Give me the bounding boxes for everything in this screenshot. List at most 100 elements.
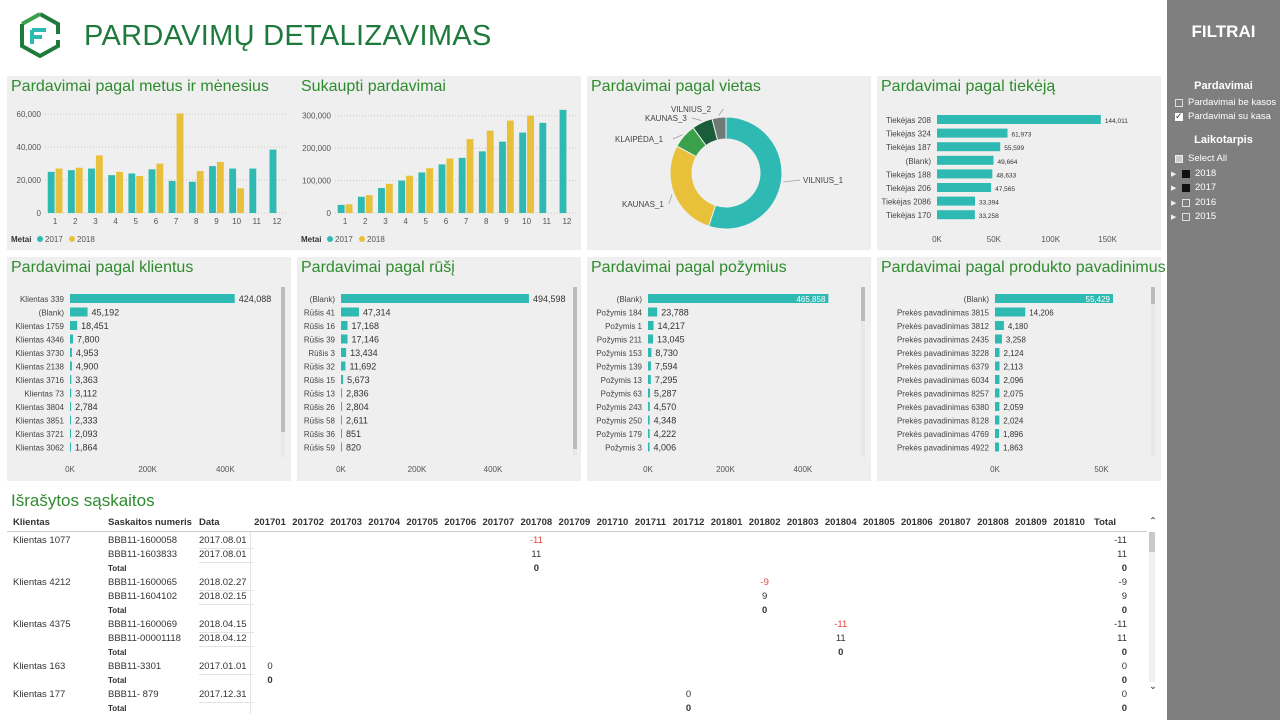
scrollbar-thumb[interactable] <box>573 287 577 449</box>
scrollbar-thumb[interactable] <box>861 287 865 321</box>
bar-2017 <box>229 168 237 213</box>
data-label: 5,287 <box>654 389 677 399</box>
chart-sales-by-supplier[interactable]: Tiekėjas 208 144,011 Tiekėjas 324 61,973 Tie… <box>877 76 1161 250</box>
filter-year-2015[interactable]: ▶ 2015 <box>1171 211 1216 222</box>
filters-pane: FILTRAI Pardavimai Pardavimai be kasos P… <box>1167 0 1280 720</box>
bar <box>70 388 72 398</box>
category-label: Klientas 3804 <box>16 403 65 412</box>
chart-sales-by-client[interactable]: Klientas 339 424,088 (Blank) 45,192 Klientas… <box>7 257 291 481</box>
scrollbar[interactable] <box>281 287 285 457</box>
chevron-right-icon[interactable]: ▶ <box>1171 170 1177 178</box>
pie-label: KAUNAS_1 <box>622 200 664 209</box>
category-label: Rūšis 16 <box>304 322 336 331</box>
filter-year-2018[interactable]: ▶ 2018 <box>1171 168 1216 179</box>
category-label: Rūšis 26 <box>304 403 336 412</box>
bar <box>995 402 1000 411</box>
page-title: PARDAVIMŲ DETALIZAVIMAS <box>84 20 492 52</box>
filter-option-label: Select All <box>1188 153 1228 164</box>
data-label: 2,804 <box>346 402 369 412</box>
bar <box>648 321 654 330</box>
data-label: 14,217 <box>658 321 686 331</box>
chevron-right-icon[interactable]: ▶ <box>1171 184 1177 192</box>
chart-tile-attributes[interactable]: Pardavimai pagal požymius (Blank) 465,858… <box>587 257 871 481</box>
chart-tile-locations[interactable]: Pardavimai pagal vietas VILNIUS_1 KAUNAS_… <box>587 76 871 250</box>
bar <box>995 415 1000 425</box>
category-label: Prekės pavadinimas 2435 <box>897 336 990 345</box>
invoice-number: BBB11- 879 <box>108 689 159 700</box>
chart-tile-clients[interactable]: Pardavimai pagal klientus Klientas 339 42… <box>7 257 291 481</box>
checkbox-icon[interactable] <box>1182 212 1190 221</box>
filter-year-2016[interactable]: ▶ 2016 <box>1171 197 1216 208</box>
bar <box>70 415 71 425</box>
category-label: Požymis 153 <box>596 349 642 358</box>
scrollbar[interactable] <box>1151 287 1155 457</box>
bar <box>937 183 992 192</box>
chart-tile-products[interactable]: Pardavimai pagal produkto pavadinimus (B… <box>877 257 1166 481</box>
filters-title: FILTRAI <box>1191 22 1256 41</box>
chart-sales-by-type[interactable]: (Blank) 494,598 Rūšis 41 47,314 Rūšis 16 17,1… <box>297 257 581 481</box>
category-label: Klientas 4346 <box>16 336 65 345</box>
bar-2017 <box>148 169 156 213</box>
invoice-number: BBB11-3301 <box>108 661 162 672</box>
chart-sales-by-attribute[interactable]: (Blank) 465,858 Požymis 184 23,788 Požymis 1… <box>587 257 871 481</box>
checkbox-partial-icon[interactable] <box>1175 154 1183 163</box>
leader-line <box>668 194 673 205</box>
chart-sales-by-location[interactable]: VILNIUS_1 KAUNAS_1 KLAIPĖDA_1 KAUNAS_3VILNI… <box>587 76 871 250</box>
bar <box>995 321 1004 330</box>
bar <box>937 155 994 165</box>
tile-title: Pardavimai pagal vietas <box>591 78 761 95</box>
chart-tile-type[interactable]: Pardavimai pagal rūšį (Blank) 494,598 Rūši… <box>297 257 581 481</box>
chevron-right-icon[interactable]: ▶ <box>1171 199 1177 207</box>
bar <box>937 142 1001 152</box>
checkbox-checked-icon[interactable] <box>1182 183 1190 192</box>
column-header-period: 201707 <box>482 517 515 528</box>
data-label: 465,858 <box>796 295 825 304</box>
category-label: Prekės pavadinimas 3228 <box>897 349 990 358</box>
checkbox-checked-icon[interactable] <box>1182 169 1190 178</box>
bar-2018 <box>237 188 244 213</box>
tile-title: Sukaupti pardavimai <box>301 78 446 95</box>
category-label: Požymis 179 <box>596 430 642 439</box>
checkbox-checked-icon[interactable] <box>1175 111 1183 122</box>
scrollbar[interactable] <box>573 287 577 457</box>
filter-option-label: 2015 <box>1195 211 1217 222</box>
bar <box>70 348 72 357</box>
chevron-right-icon[interactable]: ▶ <box>1171 213 1177 221</box>
data-label: 1,863 <box>1003 444 1024 453</box>
bar <box>648 402 650 411</box>
scrollbar-thumb[interactable] <box>281 287 285 432</box>
legend-marker <box>327 236 333 242</box>
chart-tile-cumulative[interactable]: Sukaupti pardavimai 0 100,000 200,000 300,0… <box>297 76 581 250</box>
client-name: Klientas 4212 <box>13 577 71 588</box>
bar-2017 <box>357 196 365 213</box>
invoices-table[interactable]: Išrašytos sąskaitos Klientas Saskaitos nu… <box>7 488 1161 714</box>
scroll-up-icon[interactable]: ⌃ <box>1149 516 1157 527</box>
tile-title: Pardavimai pagal klientus <box>11 259 194 276</box>
x-tick-label: 0K <box>932 235 942 244</box>
bar-2018 <box>176 113 184 213</box>
data-label: 23,788 <box>661 308 689 318</box>
checkbox-icon[interactable] <box>1175 98 1183 107</box>
chart-tile-supplier[interactable]: Pardavimai pagal tiekėją Tiekėjas 208 144… <box>877 76 1161 250</box>
legend-title: Metai <box>301 235 321 244</box>
bar-2017 <box>418 172 426 213</box>
scrollbar-thumb[interactable] <box>1151 287 1155 304</box>
data-label: 2,333 <box>75 416 98 426</box>
scrollbar-thumb[interactable] <box>1149 532 1155 552</box>
x-tick-label: 9 <box>504 217 509 226</box>
table-scrollbar[interactable] <box>1149 532 1155 682</box>
filter-select-all[interactable]: Select All <box>1175 153 1227 164</box>
bar <box>995 307 1026 317</box>
subtotal-value: 0 <box>838 647 844 658</box>
chart-sales-by-product[interactable]: (Blank) 55,429 Prekės pavadinimas 3815 14,2… <box>877 257 1161 481</box>
scroll-down-icon[interactable]: ⌄ <box>1149 681 1157 692</box>
category-label: Požymis 63 <box>601 390 643 399</box>
filter-option-with-cash[interactable]: Pardavimai su kasa <box>1175 111 1271 122</box>
checkbox-icon[interactable] <box>1182 198 1190 207</box>
bar-2018 <box>116 171 123 213</box>
filter-option-without-cash[interactable]: Pardavimai be kasos <box>1175 97 1276 108</box>
scrollbar[interactable] <box>861 287 865 457</box>
filter-year-2017[interactable]: ▶ 2017 <box>1171 182 1216 193</box>
